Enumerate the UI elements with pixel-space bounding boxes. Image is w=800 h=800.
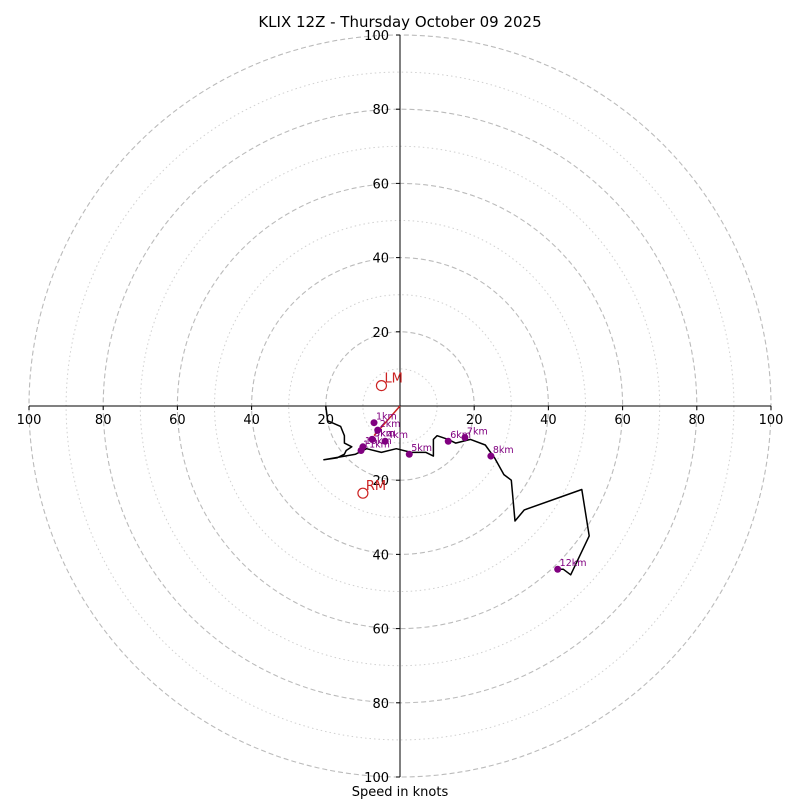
storm-motion-label-lm: LM xyxy=(384,372,402,387)
y-tick-label: 80 xyxy=(372,103,389,118)
height-marker-1km xyxy=(370,419,378,427)
y-tick-label: 100 xyxy=(364,29,389,44)
height-label-5km: 5km xyxy=(411,443,432,454)
height-marker-9km xyxy=(368,435,376,443)
y-tick-label: 20 xyxy=(372,326,389,341)
x-tick-label: 20 xyxy=(318,413,335,428)
height-label-8km: 8km xyxy=(493,445,514,456)
hodograph-trace-layer xyxy=(323,405,590,576)
height-marker-12km xyxy=(554,565,562,573)
y-tick-label: 20 xyxy=(372,474,389,489)
x-tick-label: 40 xyxy=(540,413,557,428)
hodograph-trace xyxy=(323,405,590,576)
height-marker-2km xyxy=(374,426,382,434)
x-tick-label: 100 xyxy=(17,413,42,428)
storm-motion-rm xyxy=(357,487,369,499)
height-marker-4km xyxy=(381,437,389,445)
x-tick-label: 60 xyxy=(169,413,186,428)
height-label-4km: 4km xyxy=(387,430,408,441)
height-marker-8km xyxy=(487,452,495,460)
tick-labels: 100 80 60 40 20 20 40 60 80 100 100 80 60 40 20 20 40 60 8… xyxy=(17,29,784,786)
x-tick-label: 40 xyxy=(243,413,260,428)
height-label-2km: 2km xyxy=(380,419,401,430)
height-label-7km: 7km xyxy=(467,427,488,438)
y-tick-label: 80 xyxy=(372,697,389,712)
y-tick-label: 40 xyxy=(372,548,389,563)
storm-motion-label-rm: RM xyxy=(366,479,386,494)
height-label-12km: 12km xyxy=(560,558,587,569)
height-label-6km: 6km xyxy=(450,430,471,441)
x-tick-label: 100 xyxy=(759,413,784,428)
x-axis-label: Speed in knots xyxy=(352,785,449,800)
storm-motion-lm xyxy=(375,379,388,392)
height-label-9km: 9km xyxy=(374,428,395,439)
height-marker-5km xyxy=(405,450,413,458)
height-marker-11km xyxy=(357,447,365,455)
y-tick-label: 100 xyxy=(364,771,389,786)
height-label-10km: 10km xyxy=(365,436,392,447)
x-tick-label: 20 xyxy=(466,413,483,428)
height-marker-6km xyxy=(444,437,452,445)
x-tick-label: 60 xyxy=(614,413,631,428)
y-tick-label: 60 xyxy=(372,623,389,638)
height-label-3km: 3km xyxy=(374,428,395,439)
height-marker-7km xyxy=(461,434,469,442)
storm-motion-markers: LM RM xyxy=(357,372,403,499)
height-label-1km: 1km xyxy=(376,412,397,423)
x-tick-label: 80 xyxy=(95,413,112,428)
chart-title: KLIX 12Z - Thursday October 09 2025 xyxy=(258,13,541,31)
height-label-11km: 11km xyxy=(363,440,390,451)
y-tick-label: 40 xyxy=(372,252,389,267)
y-tick-label: 60 xyxy=(372,177,389,192)
x-tick-label: 80 xyxy=(689,413,706,428)
